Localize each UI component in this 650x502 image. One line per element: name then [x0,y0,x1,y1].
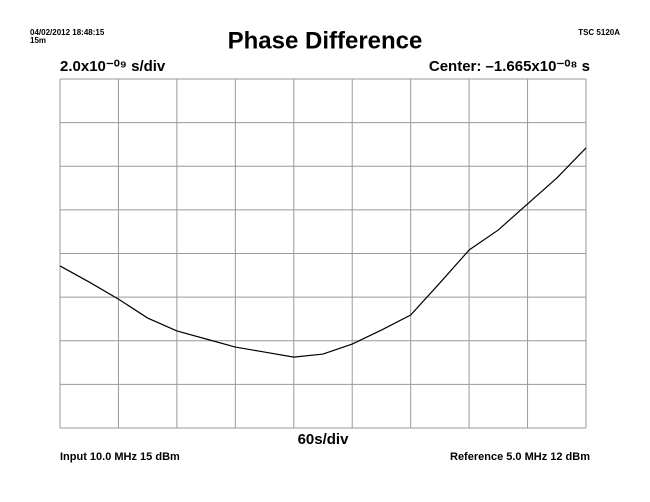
input-label: Input 10.0 MHz 15 dBm [60,451,180,463]
chart-title: Phase Difference [228,27,423,54]
duration: 15m [30,36,46,45]
y-scale-label: 2.0x10⁻⁰⁹ s/div [60,58,166,75]
instrument: TSC 5120A [578,28,620,37]
x-scale-label: 60s/div [298,431,350,448]
reference-label: Reference 5.0 MHz 12 dBm [450,451,590,463]
center-label: Center: –1.665x10⁻⁰⁸ s [429,58,590,75]
timestamp: 04/02/2012 18:48:15 [30,28,105,37]
data-line [59,147,587,358]
